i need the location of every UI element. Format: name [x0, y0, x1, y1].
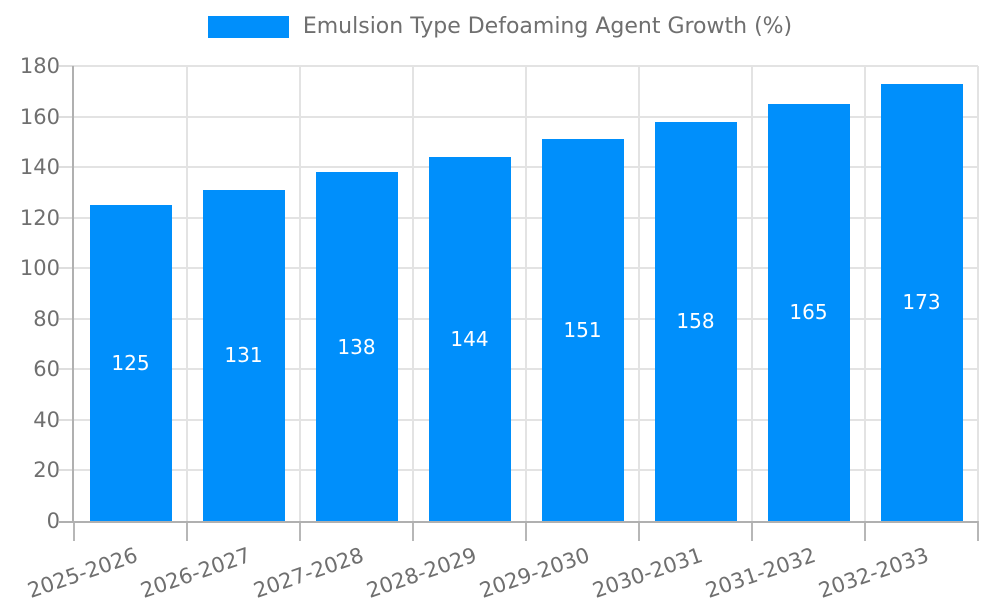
y-axis-tick-label: 180	[19, 54, 60, 78]
y-axis-tick-label: 120	[19, 205, 60, 230]
x-gridline	[186, 66, 188, 521]
y-axis-tick	[59, 317, 74, 320]
y-axis-tick-label: 20	[33, 458, 60, 483]
bar[interactable]	[315, 172, 398, 521]
x-axis-category-label: 2029-2030	[476, 542, 593, 600]
y-axis-tick-label: 60	[33, 357, 60, 382]
x-gridline	[525, 66, 527, 521]
y-axis-tick	[59, 368, 74, 371]
legend-label: Emulsion Type Defoaming Agent Growth (%)	[302, 14, 793, 39]
x-gridline	[299, 66, 301, 521]
bar-value-label: 131	[224, 343, 263, 368]
y-axis-tick	[59, 65, 74, 67]
bar[interactable]	[202, 189, 285, 521]
y-axis-tick	[59, 267, 74, 270]
bar-value-label: 125	[111, 351, 150, 375]
y-axis-tick-label: 80	[33, 306, 60, 331]
x-axis-tick	[638, 521, 640, 541]
y-axis-tick	[59, 469, 74, 472]
bar-value-label: 158	[676, 309, 715, 334]
x-gridline	[977, 66, 979, 521]
bar-value-label: 151	[563, 318, 602, 343]
x-axis-tick	[186, 521, 188, 541]
bar[interactable]	[767, 103, 850, 521]
x-axis-category-label: 2032-2033	[815, 542, 932, 600]
y-axis-tick	[59, 216, 74, 219]
x-axis-tick	[977, 521, 979, 541]
x-axis-tick	[73, 521, 75, 541]
y-axis-line	[72, 66, 74, 523]
x-axis-category-label: 2028-2029	[363, 542, 480, 600]
x-axis-tick	[299, 521, 301, 541]
bar[interactable]	[654, 121, 737, 521]
bar-value-label: 173	[902, 290, 941, 315]
chart-legend[interactable]: Emulsion Type Defoaming Agent Growth (%)	[0, 14, 1000, 39]
bar[interactable]	[428, 157, 511, 521]
bar[interactable]	[880, 83, 963, 521]
x-axis-category-label: 2030-2031	[589, 542, 706, 600]
bar-value-label: 165	[789, 300, 828, 325]
legend-swatch-icon	[207, 15, 289, 38]
plot-area: 0 20 40 60 80 100 120 140 160 180 125 2025-2026 131 2…	[20, 54, 979, 600]
bar-value-label: 138	[337, 334, 376, 359]
x-axis-tick	[525, 521, 527, 541]
bar[interactable]	[89, 205, 172, 521]
bar-value-label: 144	[450, 327, 489, 351]
x-gridline	[638, 66, 640, 521]
y-axis-tick	[59, 418, 74, 421]
x-axis-category-label: 2026-2027	[137, 542, 254, 600]
x-gridline	[412, 66, 414, 521]
y-axis-tick-label: 140	[19, 155, 60, 180]
x-axis-category-label: 2027-2028	[250, 542, 367, 600]
x-axis-category-label: 2031-2032	[702, 542, 819, 600]
x-axis-tick	[412, 521, 414, 541]
y-axis-tick	[59, 115, 74, 118]
x-axis-category-label: 2025-2026	[24, 542, 141, 600]
x-axis-line	[59, 521, 978, 523]
y-axis-tick-label: 160	[19, 104, 60, 129]
x-gridline	[864, 66, 866, 521]
x-gridline	[751, 66, 753, 521]
bar[interactable]	[541, 139, 624, 521]
x-axis-tick	[751, 521, 753, 541]
x-axis-tick	[864, 521, 866, 541]
y-axis-tick	[59, 166, 74, 169]
y-axis-tick-label: 40	[33, 407, 60, 432]
y-axis-tick-label: 0	[46, 509, 60, 533]
y-axis-tick-label: 100	[19, 256, 60, 281]
